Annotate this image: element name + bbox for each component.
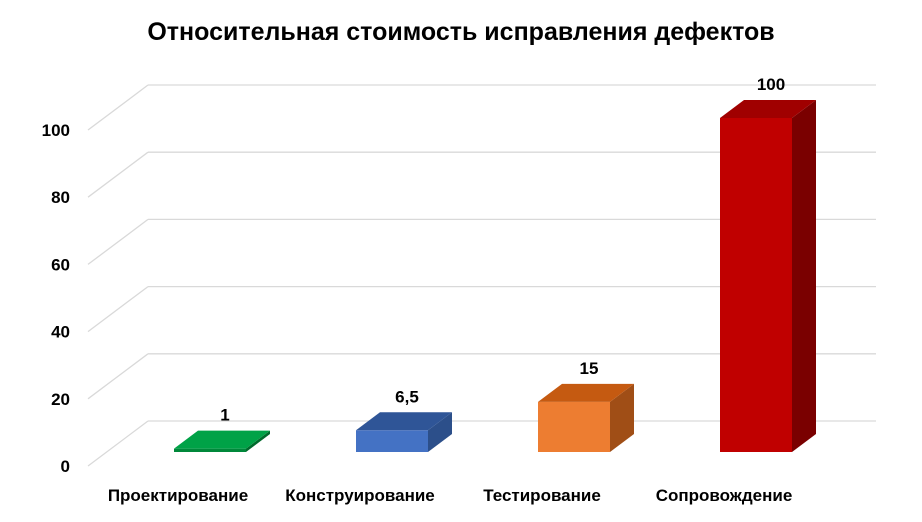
bar-side [428, 412, 452, 452]
y-tick-label: 60 [51, 255, 70, 274]
bar-top [356, 412, 452, 431]
gridline-diagonal [87, 218, 149, 265]
gridline-diagonal [87, 151, 149, 198]
y-tick-label: 0 [61, 457, 70, 476]
bar-side [610, 383, 634, 452]
x-tick-label: Тестирование [483, 486, 601, 505]
y-tick-label: 40 [51, 323, 70, 342]
x-tick-label: Конструирование [285, 486, 435, 505]
bar-top [720, 100, 816, 118]
chart-title: Относительная стоимость исправления дефе… [147, 18, 775, 46]
x-tick-label: Сопровождение [656, 486, 793, 505]
bar [174, 448, 246, 452]
y-tick-label: 80 [51, 188, 70, 207]
gridline-diagonal [87, 420, 149, 467]
data-label: 15 [580, 359, 599, 378]
x-tick-label: Проектирование [108, 486, 248, 505]
bar [356, 430, 428, 452]
bar [720, 118, 792, 452]
data-label: 100 [757, 75, 785, 94]
bar-side [792, 100, 816, 452]
data-label: 6,5 [395, 387, 419, 406]
data-label: 1 [220, 406, 229, 425]
y-tick-label: 20 [51, 390, 70, 409]
bar-top [538, 383, 634, 402]
bar-top [174, 430, 270, 449]
gridline-diagonal [87, 84, 149, 131]
y-tick-label: 100 [42, 121, 70, 140]
bar [538, 401, 610, 452]
gridline-diagonal [87, 353, 149, 400]
bar-side [246, 430, 270, 452]
gridline-diagonal [87, 286, 149, 333]
